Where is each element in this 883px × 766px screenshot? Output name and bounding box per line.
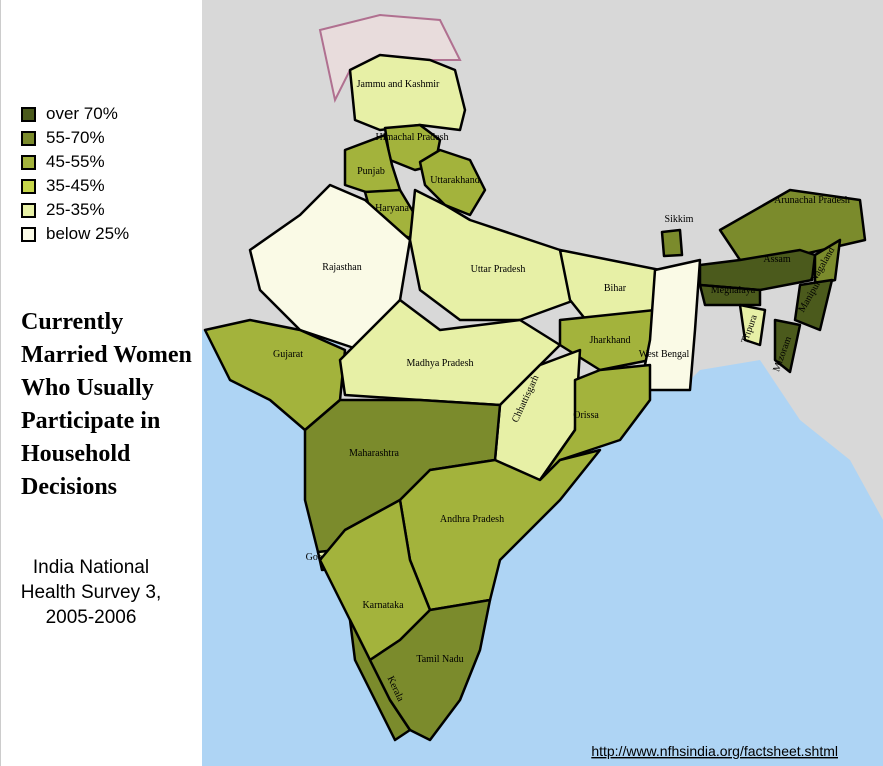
- legend-item: 55-70%: [21, 126, 129, 150]
- legend-swatch: [21, 202, 36, 218]
- state-label: Orissa: [573, 410, 599, 421]
- state-label: Tamil Nadu: [416, 654, 463, 665]
- map: Jammu and Kashmir Himachal Pradesh Punjab U…: [202, 0, 883, 766]
- side-panel: over 70% 55-70% 45-55% 35-45% 25-35% below 25…: [0, 0, 202, 766]
- state-label: Goa: [306, 552, 323, 563]
- legend-label: below 25%: [46, 224, 130, 243]
- legend-item: over 70%: [21, 102, 129, 126]
- state-label: Gujarat: [273, 349, 303, 360]
- state-label: Uttarakhand: [430, 175, 479, 186]
- state-label: Assam: [763, 254, 790, 265]
- legend: over 70% 55-70% 45-55% 35-45% 25-35% below 25…: [21, 102, 129, 246]
- state-region: [660, 228, 684, 258]
- legend-label: 35-45%: [46, 176, 105, 195]
- legend-item: 35-45%: [21, 174, 129, 198]
- state-region: [418, 148, 487, 217]
- state-label: Andhra Pradesh: [440, 514, 504, 525]
- state-label: Jammu and Kashmir: [357, 79, 440, 90]
- state-label: Haryana: [375, 203, 409, 214]
- state-region: [813, 238, 842, 287]
- legend-swatch: [21, 154, 36, 170]
- state-label: Maharashtra: [349, 448, 400, 459]
- source-link[interactable]: http://www.nfhsindia.org/factsheet.shtml: [591, 743, 838, 759]
- state-label: Arunachal Pradesh: [774, 195, 850, 206]
- legend-item: 25-35%: [21, 198, 129, 222]
- state-label: Madhya Pradesh: [407, 358, 474, 369]
- state-label: West Bengal: [639, 349, 690, 360]
- legend-swatch: [21, 130, 36, 146]
- state-label: Meghalaya: [711, 285, 756, 296]
- legend-swatch: [21, 226, 36, 242]
- legend-label: 45-55%: [46, 152, 105, 171]
- legend-label: 25-35%: [46, 200, 105, 219]
- legend-swatch: [21, 106, 36, 122]
- state-label: Rajasthan: [322, 262, 361, 273]
- state-label: Bihar: [604, 283, 627, 294]
- state-region: [408, 188, 577, 322]
- state-label: Punjab: [357, 166, 385, 177]
- states: Jammu and Kashmir Himachal Pradesh Punjab U…: [203, 53, 867, 742]
- state-region: [558, 308, 657, 372]
- state-region: [368, 598, 492, 742]
- title: Currently Married Women Who Usually Part…: [21, 309, 192, 500]
- legend-label: 55-70%: [46, 128, 105, 147]
- state-region: [338, 298, 562, 407]
- legend-item: 45-55%: [21, 150, 129, 174]
- state-region: [698, 283, 762, 307]
- subtitle: India National Health Survey 3, 2005-200…: [20, 557, 162, 628]
- state-region: [773, 318, 802, 374]
- legend-label: over 70%: [46, 104, 118, 123]
- state-region: [738, 303, 767, 347]
- state-label: Karnataka: [362, 600, 404, 611]
- legend-swatch: [21, 178, 36, 194]
- state-region: [638, 258, 702, 392]
- state-label: Himachal Pradesh: [375, 132, 448, 143]
- state-label: Jharkhand: [589, 335, 630, 346]
- state-region: [348, 53, 467, 132]
- state-label: Uttar Pradesh: [471, 264, 526, 275]
- legend-item: below 25%: [21, 222, 129, 246]
- state-label: Sikkim: [665, 214, 694, 225]
- state-region: [538, 363, 652, 482]
- state-region: [793, 278, 834, 332]
- state-region: [248, 183, 412, 352]
